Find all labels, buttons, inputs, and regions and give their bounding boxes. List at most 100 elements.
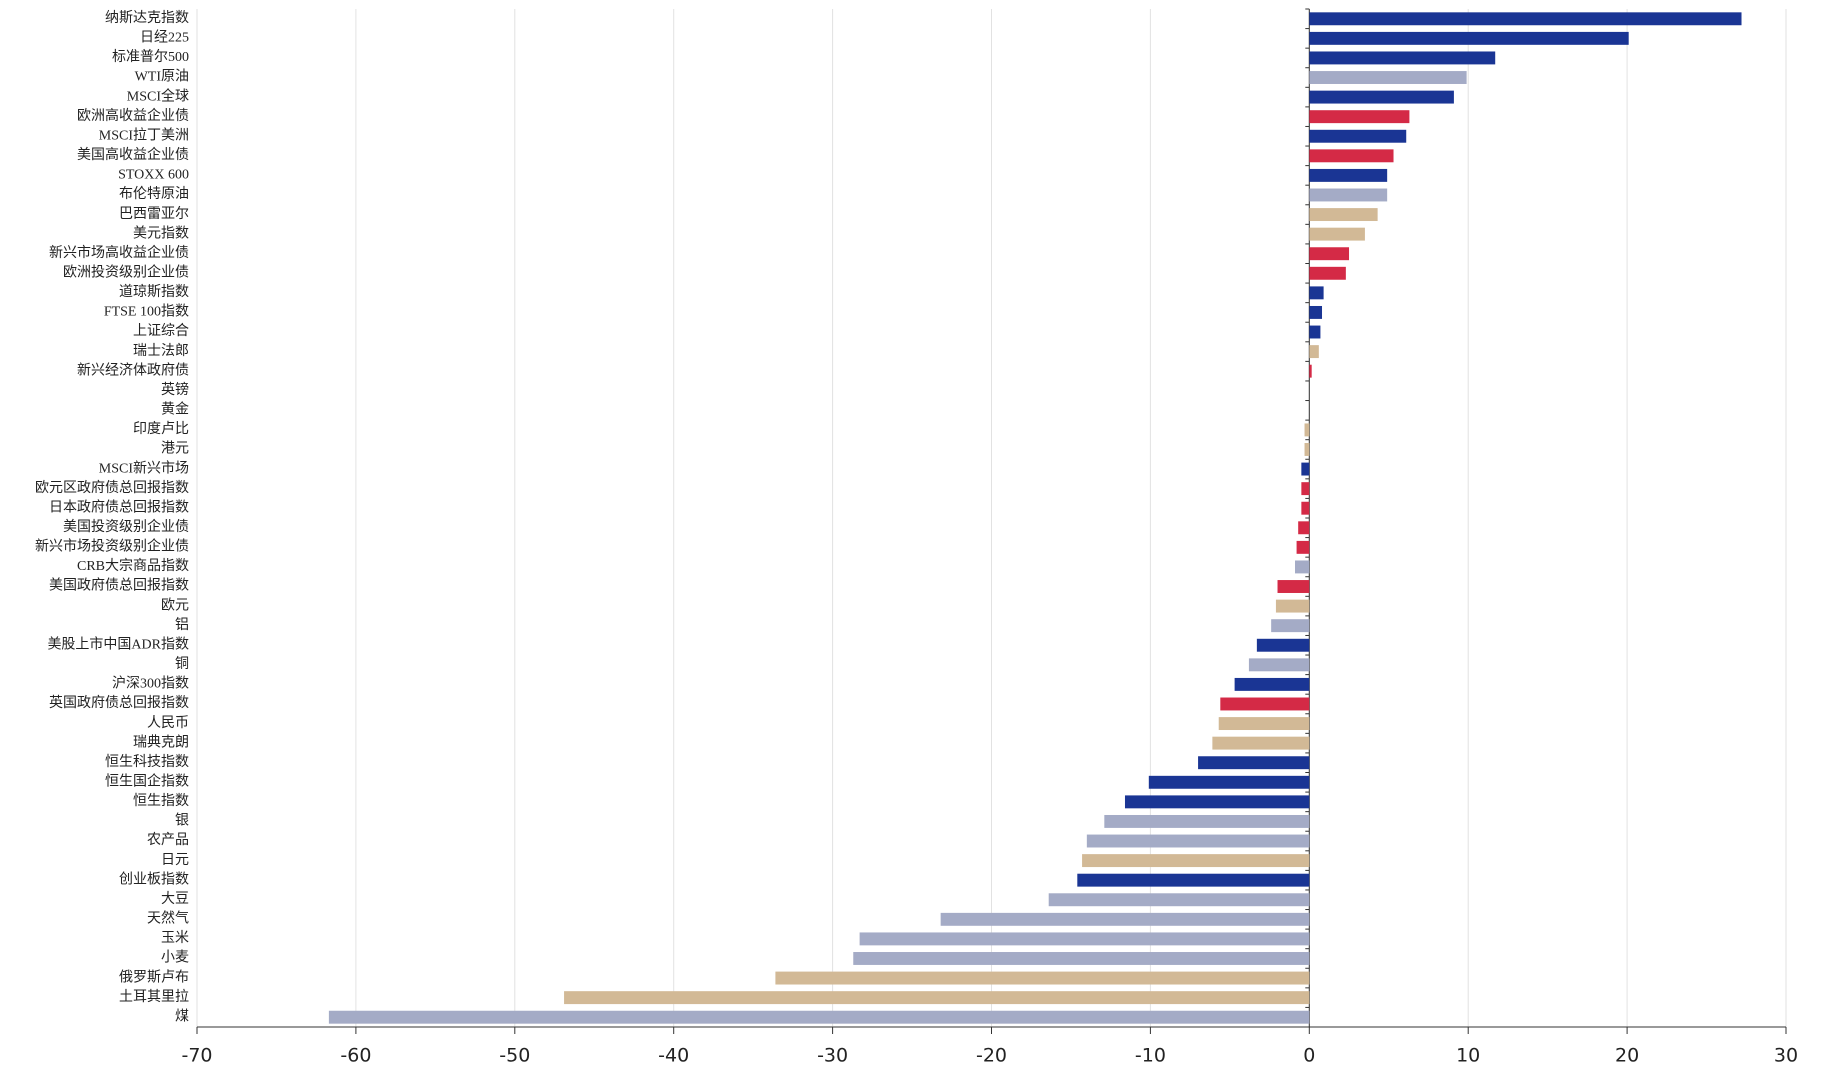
bar bbox=[1309, 90, 1454, 104]
y-tick-label: 小麦 bbox=[161, 950, 189, 966]
bar bbox=[1309, 168, 1388, 182]
bar bbox=[1275, 599, 1310, 613]
bar bbox=[1309, 188, 1388, 202]
bar bbox=[775, 971, 1310, 985]
y-tick-label: 铜 bbox=[175, 656, 189, 672]
bar bbox=[1301, 462, 1310, 476]
bar bbox=[1309, 129, 1407, 143]
bar bbox=[1220, 697, 1310, 711]
bar bbox=[1309, 305, 1323, 319]
x-tick-label: 10 bbox=[1456, 1045, 1480, 1067]
y-tick-label: 巴西雷亚尔 bbox=[119, 206, 189, 222]
bar bbox=[1271, 619, 1310, 633]
y-tick-label: 恒生指数 bbox=[133, 793, 189, 809]
y-tick-label: 欧洲高收益企业债 bbox=[77, 107, 189, 124]
x-tick-label: 0 bbox=[1303, 1045, 1315, 1067]
y-tick-label: 美国高收益企业债 bbox=[77, 146, 189, 163]
bar bbox=[1124, 795, 1310, 809]
y-tick-label: MSCI拉丁美洲 bbox=[99, 127, 189, 143]
bar bbox=[1309, 51, 1496, 65]
bar bbox=[1301, 501, 1310, 515]
y-tick-label: 美元指数 bbox=[133, 225, 189, 241]
y-tick-label: 农产品 bbox=[147, 832, 189, 848]
x-tick-label: -20 bbox=[976, 1045, 1007, 1067]
bar bbox=[1198, 756, 1310, 770]
y-tick-label: 欧元 bbox=[161, 597, 189, 613]
bar bbox=[1304, 443, 1310, 456]
bar bbox=[1294, 560, 1310, 574]
y-tick-label: 日本政府债总回报指数 bbox=[49, 499, 189, 515]
y-tick-label: 黄金 bbox=[161, 401, 189, 418]
y-tick-label: MSCI新兴市场 bbox=[99, 459, 189, 476]
x-tick-label: -50 bbox=[499, 1045, 530, 1067]
bar bbox=[1212, 736, 1310, 750]
bar bbox=[1296, 540, 1310, 554]
bar bbox=[940, 912, 1310, 926]
y-tick-label: 大豆 bbox=[161, 891, 189, 907]
y-tick-label: 煤 bbox=[175, 1008, 189, 1024]
bar bbox=[1309, 266, 1346, 280]
x-tick-label: 20 bbox=[1615, 1045, 1639, 1067]
bar bbox=[1309, 71, 1467, 84]
bar bbox=[1309, 286, 1324, 300]
bar bbox=[1309, 247, 1350, 261]
y-tick-label: 铝 bbox=[175, 617, 189, 633]
x-tick-label: 30 bbox=[1774, 1045, 1798, 1067]
y-tick-label: 英镑 bbox=[161, 381, 189, 398]
y-tick-label: 道琼斯指数 bbox=[119, 284, 189, 300]
bar bbox=[1148, 775, 1310, 789]
bar bbox=[1248, 658, 1310, 672]
bar bbox=[1309, 325, 1321, 339]
y-tick-label: 新兴经济体政府债 bbox=[77, 362, 189, 378]
y-tick-label: 日元 bbox=[161, 853, 189, 868]
bar bbox=[1309, 110, 1410, 124]
bar bbox=[1048, 893, 1310, 907]
y-tick-label: 美国投资级别企业债 bbox=[63, 518, 189, 535]
bar bbox=[1277, 580, 1310, 593]
bar bbox=[1309, 345, 1319, 359]
bar bbox=[1218, 717, 1310, 731]
y-tick-label: 纳斯达克指数 bbox=[105, 10, 189, 26]
y-tick-label: 欧元区政府债总回报指数 bbox=[35, 480, 189, 496]
x-tick-label: -10 bbox=[1135, 1045, 1166, 1067]
y-tick-label: 日经225 bbox=[140, 30, 189, 46]
bar bbox=[1309, 208, 1378, 222]
y-tick-label: 俄罗斯卢布 bbox=[119, 969, 189, 985]
bar bbox=[1234, 677, 1310, 691]
x-tick-label: -60 bbox=[340, 1045, 371, 1067]
y-tick-label: MSCI全球 bbox=[127, 87, 189, 104]
y-tick-label: 恒生国企指数 bbox=[105, 773, 189, 790]
bar bbox=[1304, 423, 1310, 437]
bar bbox=[1104, 814, 1310, 828]
x-tick-label: -70 bbox=[181, 1045, 212, 1067]
bar bbox=[1309, 12, 1742, 26]
y-tick-label: 欧洲投资级别企业债 bbox=[63, 264, 189, 281]
y-tick-label: 瑞士法郎 bbox=[133, 343, 189, 359]
y-tick-label: STOXX 600 bbox=[118, 168, 189, 183]
y-tick-label: 银 bbox=[175, 813, 189, 829]
bar bbox=[1301, 482, 1310, 496]
y-tick-label: 新兴市场投资级别企业债 bbox=[35, 538, 189, 555]
y-tick-label: 瑞典克朗 bbox=[133, 734, 189, 750]
y-tick-label: 创业板指数 bbox=[119, 871, 189, 887]
x-tick-label: -30 bbox=[817, 1045, 848, 1067]
y-tick-label: 美国政府债总回报指数 bbox=[49, 578, 189, 594]
bar bbox=[1256, 638, 1310, 652]
y-tick-label: 天然气 bbox=[147, 910, 189, 927]
bar bbox=[853, 952, 1310, 965]
y-tick-label: 港元 bbox=[161, 441, 189, 457]
bar bbox=[1298, 521, 1310, 535]
y-tick-label: 土耳其里拉 bbox=[119, 989, 189, 1005]
y-tick-label: 英国政府债总回报指数 bbox=[49, 694, 189, 711]
y-tick-label: FTSE 100指数 bbox=[104, 304, 189, 320]
y-tick-label: 人民币 bbox=[147, 715, 189, 731]
bar bbox=[328, 1010, 1310, 1024]
y-tick-label: 标准普尔500 bbox=[112, 49, 189, 65]
bar bbox=[1309, 364, 1312, 378]
bar bbox=[1309, 31, 1629, 45]
y-tick-label: 上证综合 bbox=[133, 323, 189, 339]
y-tick-label: 布伦特原油 bbox=[119, 186, 189, 202]
y-tick-label: 印度卢比 bbox=[133, 421, 189, 437]
y-tick-label: 玉米 bbox=[161, 930, 189, 946]
